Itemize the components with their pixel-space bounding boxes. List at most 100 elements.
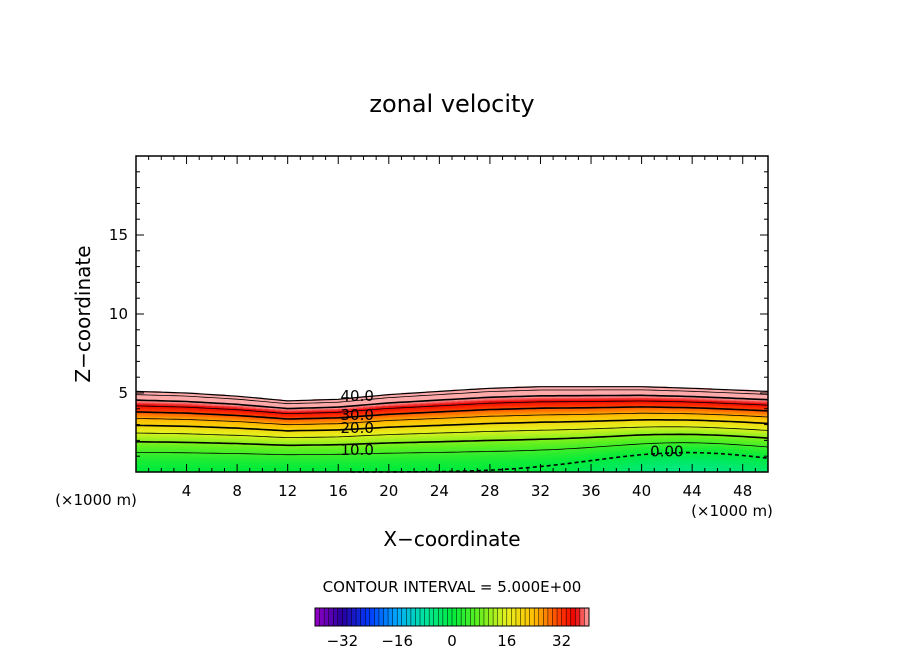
field-cell [578,429,586,432]
field-cell [641,459,649,462]
field-cell [312,470,320,473]
field-cell [521,416,529,419]
field-cell [413,436,421,440]
field-cell [394,403,402,406]
field-cell [666,440,674,443]
field-cell [685,462,693,465]
field-cell [546,413,554,416]
field-cell [641,446,649,449]
field-cell [698,446,706,449]
field-cell [230,465,238,468]
field-cell [748,448,756,451]
field-cell [672,452,680,455]
field-cell [502,411,510,414]
field-cell [375,406,383,410]
field-cell [363,430,371,433]
field-cell [262,413,270,416]
field-cell [660,466,668,470]
field-cell [413,419,421,422]
field-cell [546,460,554,463]
field-cell [495,429,503,432]
field-cell [552,391,560,394]
field-cell [483,417,491,421]
field-cell [186,419,194,422]
field-cell [287,414,295,417]
field-cell [287,441,295,444]
field-cell [142,460,149,463]
field-cell [533,399,541,402]
field-cell [281,432,288,435]
field-cell [647,406,655,410]
field-cell [331,414,339,417]
field-cell [717,448,725,451]
field-cell [609,455,617,459]
field-cell [243,413,251,416]
field-cell [634,451,642,454]
field-cell [230,440,238,443]
field-cell [521,394,529,397]
field-cell [356,406,364,410]
field-cell [458,408,465,411]
field-cell [426,455,434,459]
field-cell [148,397,156,400]
field-cell [641,408,649,411]
field-cell [559,454,567,457]
field-cell [382,424,390,427]
field-cell [660,416,668,419]
field-cell [445,408,453,411]
field-cell [160,403,168,406]
field-cell [312,452,320,455]
field-cell [495,460,503,463]
field-cell [300,459,307,462]
field-cell [559,470,567,473]
field-cell [167,443,175,446]
field-cell [565,463,573,466]
field-cell [192,444,200,448]
field-cell [236,436,244,440]
field-cell [135,410,143,413]
field-cell [451,433,459,436]
field-cell [388,403,396,406]
field-cell [514,454,522,457]
field-cell [514,457,522,460]
field-cell [691,389,699,392]
field-cell [173,449,181,452]
field-cell [413,416,421,419]
field-cell [274,460,282,463]
field-cell [142,413,149,416]
field-cell [483,427,491,430]
field-cell [653,465,661,468]
field-cell [224,421,232,424]
field-cell [300,438,307,441]
field-cell [647,414,655,417]
field-cell [198,397,206,400]
field-cell [350,406,358,410]
field-cell [192,414,200,417]
field-cell [236,405,244,408]
field-cell [533,386,541,389]
field-cell [527,435,535,438]
field-cell [160,429,168,432]
field-cell [211,406,219,410]
field-cell [439,455,446,459]
field-cell [736,399,744,402]
field-cell [609,470,617,473]
field-cell [704,449,712,452]
field-cell [344,463,352,466]
field-cell [306,440,314,443]
field-cell [148,395,156,399]
field-cell [653,443,661,446]
field-cell [426,414,434,417]
field-cell [464,389,472,392]
field-cell [148,448,156,451]
field-cell [281,424,288,427]
field-cell [470,392,478,395]
field-cell [540,419,548,422]
field-cell [179,451,187,454]
field-cell [262,451,270,454]
field-cell [546,405,554,408]
field-cell [173,454,181,457]
field-cell [224,444,232,448]
field-cell [331,460,339,463]
field-cell [685,408,693,411]
